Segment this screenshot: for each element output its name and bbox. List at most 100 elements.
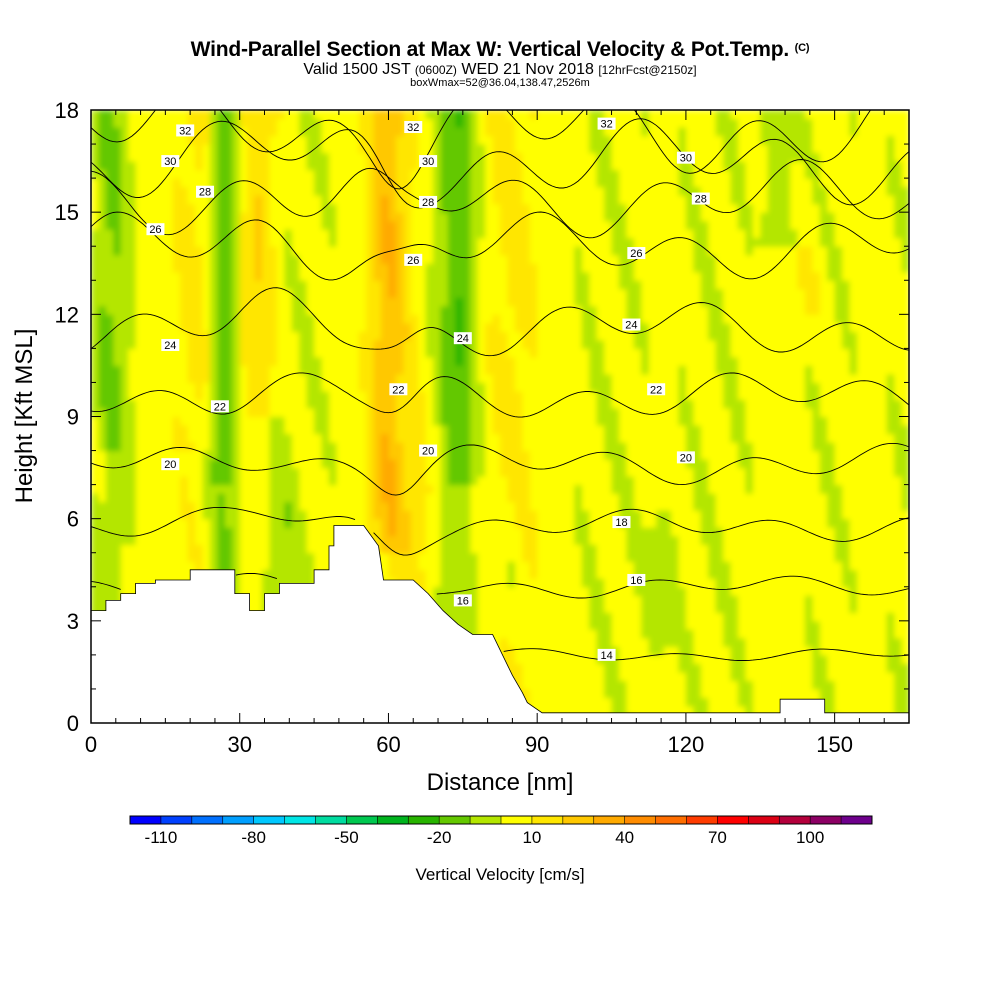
y-tick-label: 15 bbox=[55, 200, 79, 225]
colorbar-swatch bbox=[377, 816, 409, 824]
terrain-mask bbox=[91, 525, 909, 723]
colorbar-swatch bbox=[562, 816, 595, 824]
x-tick-label: 150 bbox=[816, 732, 853, 757]
contour-label-bg bbox=[161, 458, 180, 471]
theta-contour-line bbox=[91, 211, 909, 281]
contour-label-bg bbox=[389, 383, 408, 396]
contour-label-bg bbox=[612, 516, 631, 529]
x-axis-label: Distance [nm] bbox=[427, 769, 574, 796]
colorbar-tick-label: -80 bbox=[241, 828, 266, 847]
x-tick-label: 30 bbox=[227, 732, 251, 757]
contour-label: 26 bbox=[630, 248, 642, 260]
colorbar-tick-label: 10 bbox=[522, 828, 541, 847]
contour-labels: 32 30 28 26 24 22 20 32 30 28 26 24 22 20 16 32 30 28 26 24… bbox=[146, 117, 710, 662]
chart-subtitle: Valid 1500 JST (0600Z) WED 21 Nov 2018 [… bbox=[0, 62, 1000, 78]
colorbar-swatch bbox=[191, 816, 224, 824]
y-tick-label: 0 bbox=[67, 711, 79, 736]
x-tick-label: 60 bbox=[376, 732, 400, 757]
colorbar-swatch bbox=[748, 816, 780, 824]
contour-label: 22 bbox=[650, 384, 662, 396]
contour-label-bg bbox=[597, 117, 616, 130]
colorbar-swatch bbox=[624, 816, 656, 824]
colorbar-swatch bbox=[593, 816, 625, 824]
contour-label-bg bbox=[146, 223, 165, 236]
x-tick-label: 0 bbox=[85, 732, 97, 757]
box-info: boxWmax=52@36.04,138.47,2526m bbox=[410, 77, 590, 89]
contour-label: 28 bbox=[695, 194, 707, 206]
contour-label-bg bbox=[676, 451, 695, 464]
y-tick-label: 3 bbox=[67, 609, 79, 634]
colorbar-swatch bbox=[655, 816, 687, 824]
contour-label-bg bbox=[419, 155, 438, 168]
colorbar-swatch bbox=[253, 816, 285, 824]
contour-label: 32 bbox=[179, 125, 191, 137]
chart-title: Wind-Parallel Section at Max W: Vertical… bbox=[0, 36, 1000, 62]
y-axis-label: Height [Kft MSL] bbox=[11, 329, 38, 504]
colorbar-swatch bbox=[408, 816, 440, 824]
contour-label-bg bbox=[627, 573, 646, 586]
contour-label: 28 bbox=[422, 197, 434, 209]
colorbar-swatch bbox=[222, 816, 254, 824]
contour-label: 16 bbox=[630, 575, 642, 587]
theta-contour-line bbox=[91, 572, 909, 599]
contour-label: 30 bbox=[680, 153, 692, 165]
contour-label-bg bbox=[627, 247, 646, 260]
colorbar-tick-label: -20 bbox=[427, 828, 452, 847]
contour-label: 22 bbox=[392, 384, 404, 396]
contour-label-bg bbox=[196, 185, 215, 198]
valid-time: Valid 1500 JST bbox=[303, 61, 411, 78]
contour-label-bg bbox=[161, 155, 180, 168]
colorbar-tick-label: -110 bbox=[145, 828, 178, 847]
valid-utc: (0600Z) bbox=[414, 63, 457, 77]
colorbar-swatch bbox=[439, 816, 471, 824]
colorbar-tick-label: 40 bbox=[615, 828, 634, 847]
y-tick-label: 9 bbox=[67, 405, 79, 430]
contour-label-bg bbox=[210, 400, 229, 413]
colorbar-frame bbox=[129, 815, 873, 825]
y-tick-label: 12 bbox=[55, 302, 79, 327]
y-tick-label: 6 bbox=[67, 507, 79, 532]
contour-label: 32 bbox=[407, 122, 419, 134]
theta-contour-line bbox=[91, 287, 909, 357]
colorbar-swatch bbox=[810, 816, 842, 824]
contour-label: 20 bbox=[164, 459, 176, 471]
contour-label-bg bbox=[404, 121, 423, 134]
colorbar-swatch bbox=[315, 816, 347, 824]
contour-label: 18 bbox=[615, 517, 627, 529]
colorbar-swatch bbox=[284, 816, 316, 824]
contour-label-bg bbox=[453, 594, 472, 607]
contour-label-bg bbox=[622, 318, 641, 331]
contour-label-bg bbox=[453, 332, 472, 345]
x-tick-label: 90 bbox=[525, 732, 549, 757]
colorbar-tick-label: -50 bbox=[334, 828, 359, 847]
contour-label-bg bbox=[176, 124, 195, 137]
theta-contour-line bbox=[91, 372, 909, 418]
colorbar-tick-label: 100 bbox=[796, 828, 824, 847]
contour-label: 28 bbox=[199, 187, 211, 199]
contour-label-bg bbox=[419, 444, 438, 457]
contour-label: 16 bbox=[457, 595, 469, 607]
contour-label-bg bbox=[597, 648, 616, 661]
colorbar-tick-label: 70 bbox=[708, 828, 727, 847]
theta-contour-line bbox=[91, 118, 909, 209]
theta-contour-line bbox=[91, 110, 872, 190]
colorbar-swatch bbox=[686, 816, 718, 824]
contour-label: 30 bbox=[164, 156, 176, 168]
colorbar-swatch bbox=[501, 816, 533, 824]
chart-title-text: Wind-Parallel Section at Max W: Vertical… bbox=[190, 38, 790, 61]
theta-contour-line bbox=[91, 159, 909, 239]
contour-label: 14 bbox=[600, 650, 612, 662]
colorbar-swatch bbox=[160, 816, 193, 824]
contour-label: 30 bbox=[422, 156, 434, 168]
theta-contour-line bbox=[91, 506, 909, 556]
colorbar: -110 -80 -50 -20 10 40 70 100 bbox=[129, 815, 873, 847]
colorbar-swatch bbox=[130, 816, 162, 824]
theta-contours bbox=[91, 110, 909, 661]
contour-label: 20 bbox=[422, 446, 434, 458]
theta-contour-line bbox=[91, 442, 909, 496]
axes: 0 30 60 90 120 150 0 3 6 9 12 15 18 bbox=[55, 98, 910, 757]
contour-label: 26 bbox=[149, 224, 161, 236]
contour-label-bg bbox=[647, 383, 666, 396]
contour-label: 24 bbox=[457, 333, 469, 345]
